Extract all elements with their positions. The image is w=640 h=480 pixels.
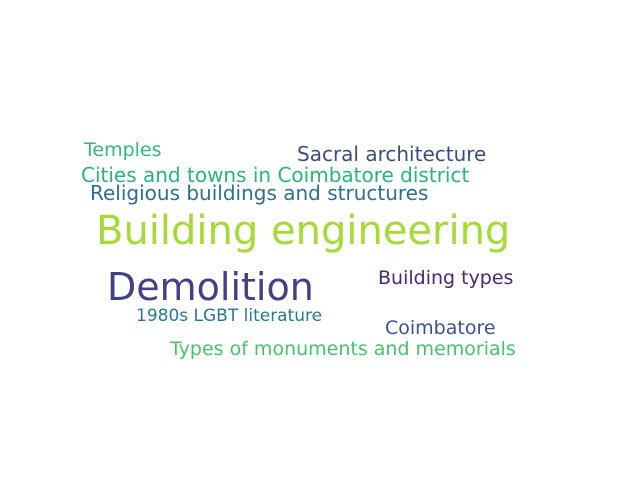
- word-demolition: Demolition: [107, 265, 314, 309]
- word-building-engineering: Building engineering: [96, 208, 511, 254]
- word-sacral-architecture: Sacral architecture: [297, 142, 487, 166]
- word-1980s-lgbt-literature: 1980s LGBT literature: [136, 306, 323, 326]
- word-types-of-monuments-and-memorials: Types of monuments and memorials: [170, 338, 516, 360]
- word-building-types: Building types: [378, 267, 514, 289]
- word-coimbatore: Coimbatore: [385, 317, 496, 339]
- word-temples: Temples: [84, 139, 162, 161]
- word-religious-buildings-and-structures: Religious buildings and structures: [90, 181, 429, 205]
- word-cities-and-towns-in-coimbatore-district: Cities and towns in Coimbatore district: [81, 163, 470, 187]
